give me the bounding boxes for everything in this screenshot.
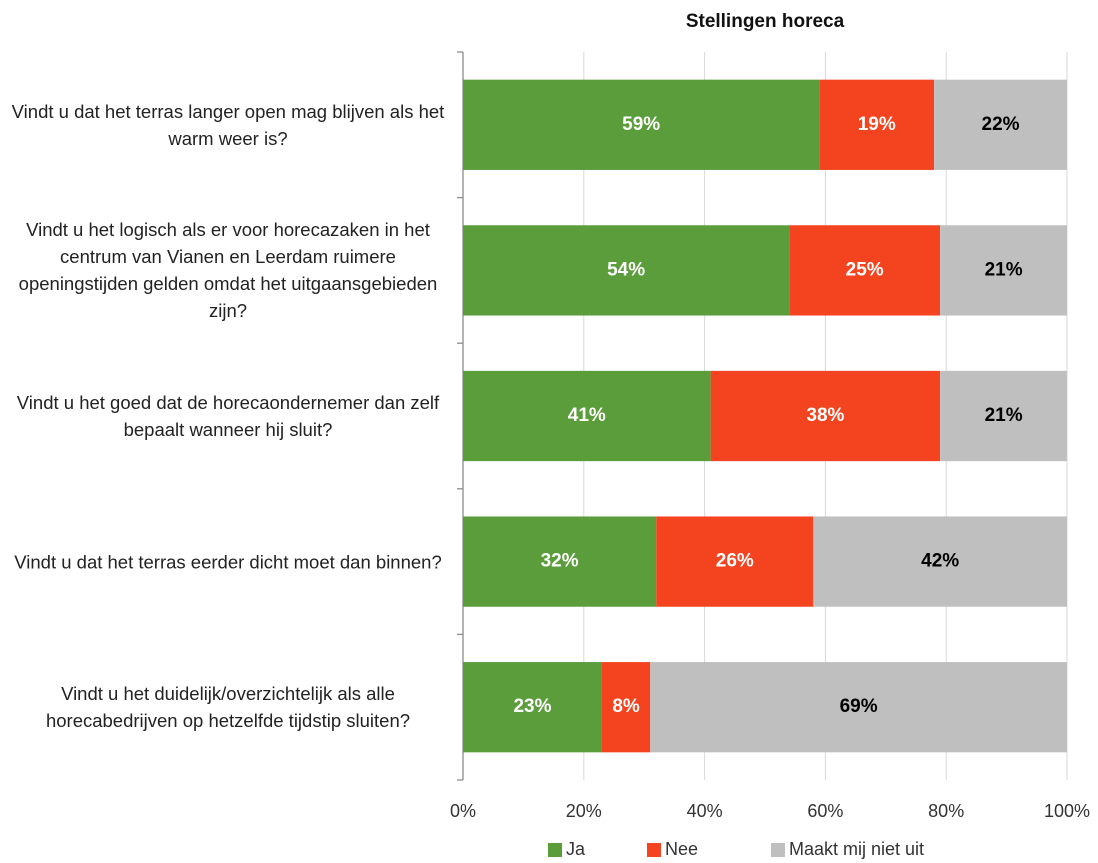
legend-swatch xyxy=(548,843,562,857)
bar-segment xyxy=(463,662,602,753)
data-label: 69% xyxy=(840,696,878,717)
x-tick-label: 80% xyxy=(928,801,964,821)
data-label: 19% xyxy=(858,114,896,135)
data-label: 26% xyxy=(716,551,754,572)
x-tick-label: 0% xyxy=(450,801,476,821)
bar-segment xyxy=(463,79,820,170)
bar-segment xyxy=(463,225,790,316)
category-label: Vindt u dat het terras langer open mag b… xyxy=(11,100,445,149)
bar-segment xyxy=(463,516,657,607)
chart-title: Stellingen horeca xyxy=(686,11,845,32)
bar-segment xyxy=(710,370,941,462)
data-label: 21% xyxy=(985,259,1023,280)
data-label: 42% xyxy=(921,551,959,572)
legend-swatch xyxy=(771,843,785,857)
legend-label: Ja xyxy=(566,839,586,859)
data-label: 21% xyxy=(985,405,1023,426)
data-label: 38% xyxy=(806,405,844,426)
x-tick-label: 100% xyxy=(1044,801,1090,821)
bar-segment xyxy=(940,225,1067,316)
data-label: 54% xyxy=(607,259,645,280)
bar-segment xyxy=(789,225,941,316)
data-label: 41% xyxy=(568,405,606,426)
bar-segment xyxy=(940,370,1067,462)
bar-segment xyxy=(650,662,1067,753)
bar-segment xyxy=(813,516,1067,607)
data-label: 23% xyxy=(513,696,551,717)
legend-label: Maakt mij niet uit xyxy=(789,839,924,859)
legend-swatch xyxy=(647,843,661,857)
category-label: Vindt u dat het terras eerder dicht moet… xyxy=(14,551,442,573)
bar-segment xyxy=(819,79,935,170)
x-tick-label: 20% xyxy=(566,801,602,821)
bar-segment xyxy=(601,662,651,753)
x-tick-label: 40% xyxy=(687,801,723,821)
bar-segment xyxy=(463,370,711,462)
category-label: Vindt u het logisch als er voor horecaza… xyxy=(18,219,438,322)
bar-segment xyxy=(934,79,1067,170)
data-label: 8% xyxy=(612,696,640,717)
bar-segment xyxy=(656,516,814,607)
x-tick-label: 60% xyxy=(807,801,843,821)
data-label: 32% xyxy=(541,551,579,572)
data-label: 22% xyxy=(982,114,1020,135)
category-label: Vindt u het duidelijk/overzichtelijk als… xyxy=(45,683,411,732)
legend-label: Nee xyxy=(665,839,698,859)
data-label: 25% xyxy=(846,259,884,280)
category-label: Vindt u het goed dat de horecaondernemer… xyxy=(16,392,440,440)
data-label: 59% xyxy=(622,114,660,135)
